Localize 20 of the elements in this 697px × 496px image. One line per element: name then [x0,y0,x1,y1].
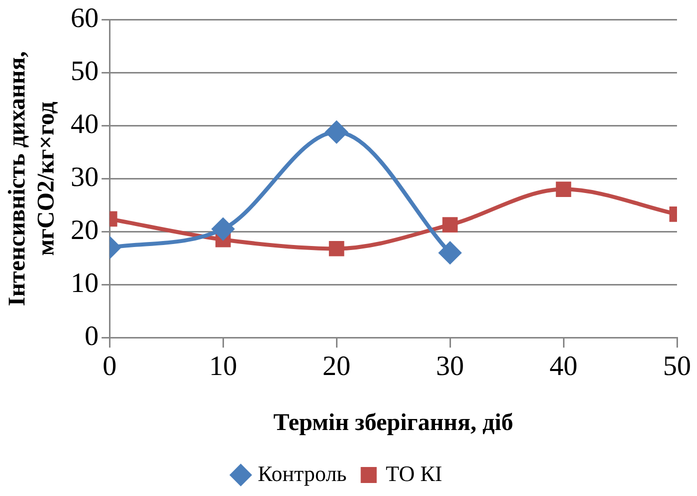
x-tick-label: 40 [550,350,578,382]
y-tick-label: 50 [70,56,99,88]
legend-label: ТО КІ [386,460,442,486]
y-tick-label: 20 [70,215,99,246]
y-tick-label: 10 [70,268,99,299]
y-tick-label: 60 [70,3,99,34]
y-tick-label: 40 [70,109,99,140]
x-tick-label: 50 [663,350,691,382]
point [439,242,462,264]
y-tick-label: 30 [70,162,99,194]
point [442,217,458,232]
y-axis-title: Інтенсивність дихання, мгСО2/кг×год [4,51,60,306]
legend-label: Контроль [258,460,347,486]
x-tick-label: 30 [436,350,464,382]
x-tick-label: 20 [322,350,351,382]
x-tick-label: 10 [209,350,238,382]
point [326,121,348,144]
y-tick-label: 0 [84,320,99,352]
x-axis-title: Термін зберігання, діб [273,410,514,436]
point [328,240,344,256]
